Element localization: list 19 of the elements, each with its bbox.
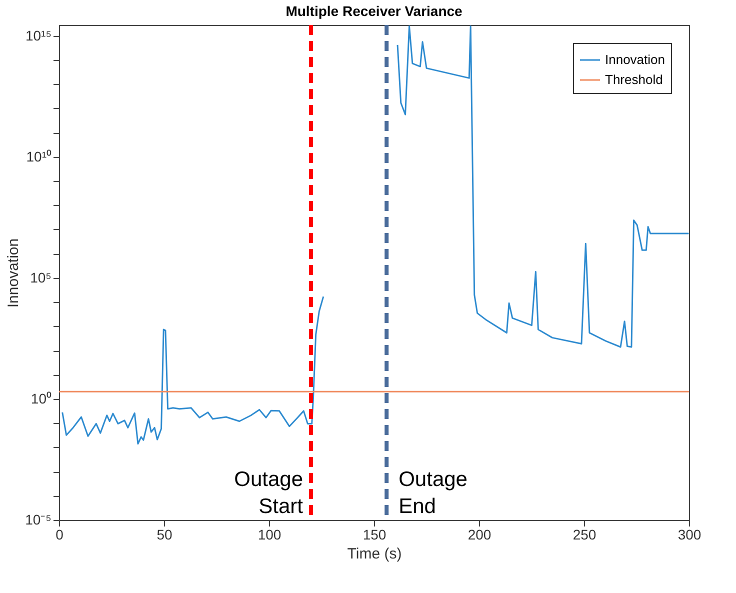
y-tick-label: 10⁰ bbox=[30, 390, 52, 406]
y-axis-title: Innovation bbox=[5, 238, 22, 308]
legend-label: Threshold bbox=[605, 72, 663, 87]
x-axis-title: Time (s) bbox=[347, 546, 402, 562]
chart-title: Multiple Receiver Variance bbox=[286, 3, 463, 19]
y-tick-label: 10⁻⁵ bbox=[25, 512, 52, 528]
ref-line-label: Outage End bbox=[398, 468, 468, 518]
x-tick-label: 300 bbox=[678, 526, 702, 542]
x-tick-label: 150 bbox=[362, 526, 386, 542]
legend-label: Innovation bbox=[605, 52, 665, 67]
x-tick-label: 250 bbox=[572, 526, 596, 542]
y-tick-label: 10¹⁵ bbox=[25, 27, 52, 44]
x-tick-label: 50 bbox=[156, 526, 172, 542]
x-tick-label: 100 bbox=[258, 526, 282, 542]
x-tick-label: 0 bbox=[56, 526, 64, 542]
y-tick-label: 10⁵ bbox=[30, 269, 52, 286]
x-tick-label: 200 bbox=[468, 526, 492, 542]
ref-line-label: Outage Start bbox=[234, 468, 304, 518]
y-tick-label: 10¹⁰ bbox=[26, 148, 52, 164]
